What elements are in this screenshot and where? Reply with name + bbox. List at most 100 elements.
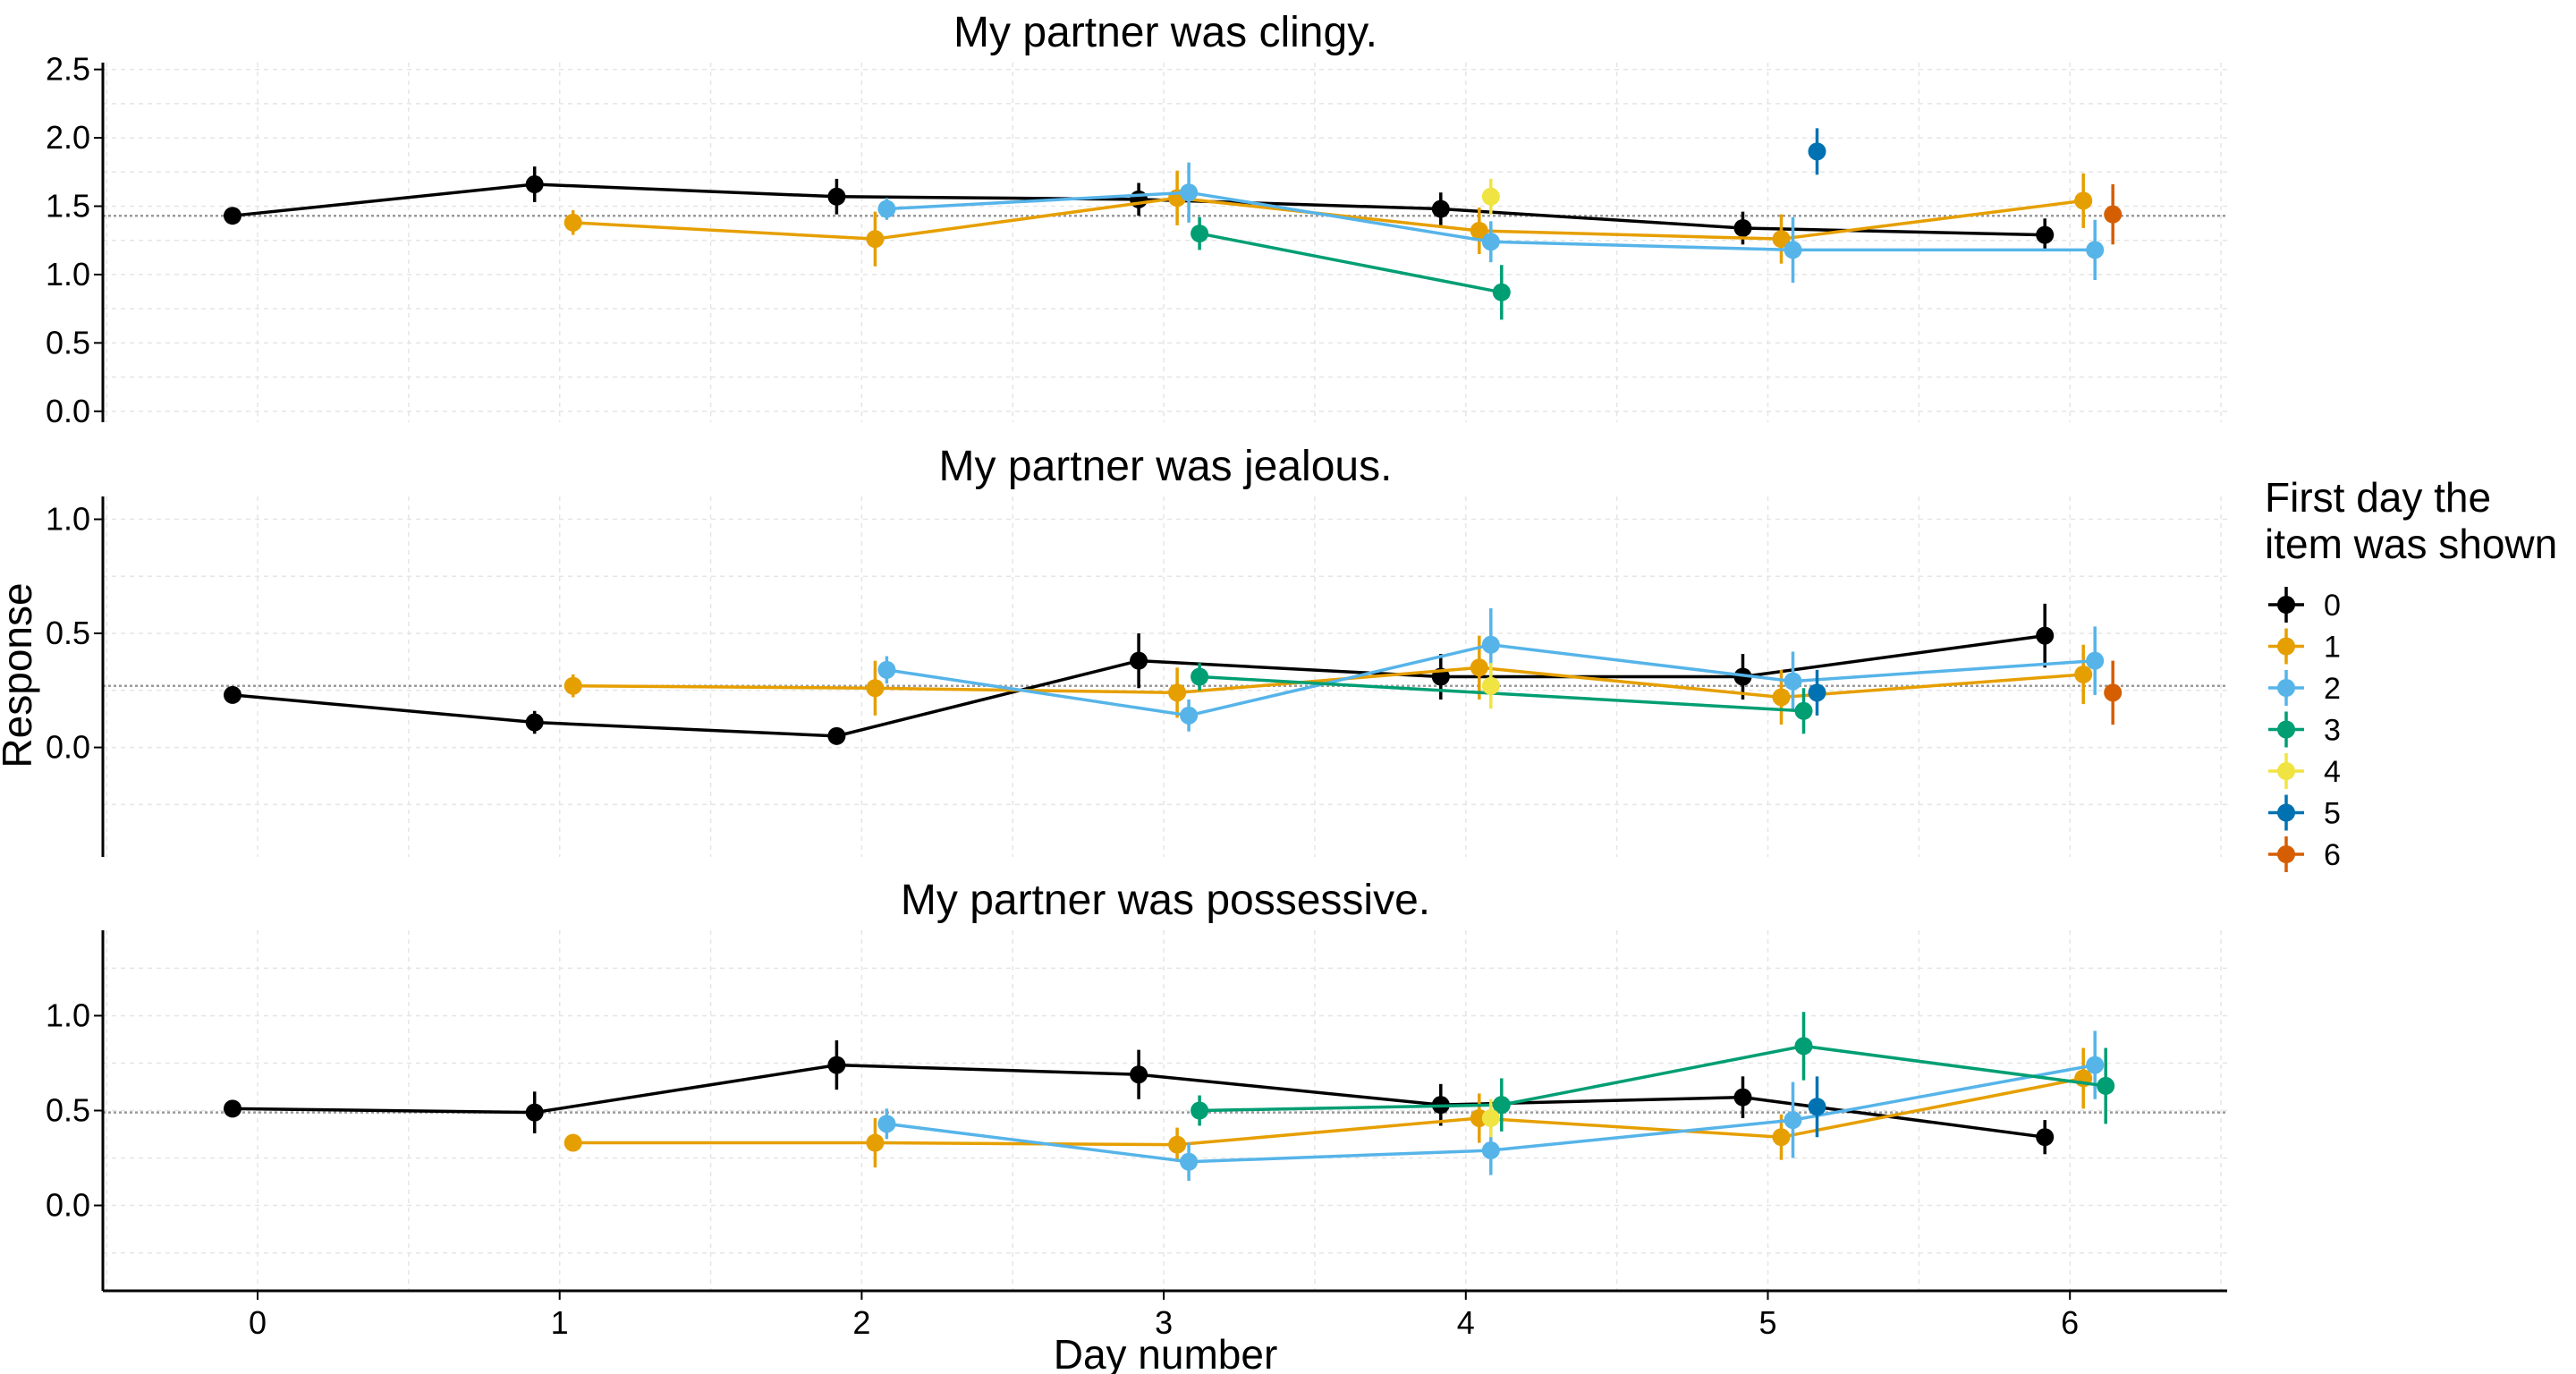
series-0 [224, 166, 2055, 251]
legend-label: 3 [2324, 714, 2341, 748]
series-0 [224, 1040, 2055, 1155]
data-point [224, 1099, 242, 1118]
data-point [2074, 665, 2093, 683]
panels: My partner was clingy. 0.0 0.5 1.0 1.5 2.0 2.5… [46, 9, 2227, 1341]
data-point [1808, 683, 1826, 702]
series-5 [1808, 128, 1826, 175]
legend-key-point [2277, 845, 2295, 863]
series-line [1199, 674, 1804, 713]
panel-3: My partner was possessive. 0.0 0.5 1.0 [46, 877, 2227, 1293]
y-tick-label: 0.5 [46, 615, 90, 651]
y-axis-title: Response [0, 582, 40, 768]
data-point [1180, 183, 1199, 202]
data-point [2104, 683, 2123, 702]
series-4 [1481, 1098, 1500, 1138]
data-point [1130, 651, 1148, 670]
data-point [2086, 241, 2105, 259]
y-tick-label: 2.5 [46, 51, 90, 88]
x-tick-label: 6 [2061, 1304, 2079, 1341]
series-2 [877, 607, 2105, 732]
y-tick-label: 0.5 [46, 324, 90, 360]
y-tick-label: 0.0 [46, 1187, 90, 1224]
data-point [1492, 1096, 1511, 1115]
data-point [1130, 1065, 1148, 1084]
series-6 [2104, 184, 2123, 245]
series-3 [1191, 663, 1813, 734]
data-point [1168, 683, 1187, 702]
data-point [525, 713, 544, 732]
data-point [525, 1103, 544, 1122]
legend-item-3: 3 [2268, 711, 2341, 748]
data-point [827, 726, 846, 745]
series-2 [877, 1030, 2105, 1181]
series-3 [1191, 216, 1511, 320]
x-axis-title: Day number [1054, 1331, 1278, 1374]
y-tick-label: 1.5 [46, 187, 90, 224]
data-point [1481, 676, 1500, 695]
data-point [224, 685, 242, 704]
data-point [2097, 1076, 2115, 1095]
data-point [1808, 1098, 1826, 1116]
x-tick-label: 0 [249, 1304, 267, 1341]
data-point [1772, 688, 1791, 707]
data-point [1191, 667, 1209, 686]
data-point [1784, 672, 1802, 691]
legend-key-point [2277, 637, 2295, 656]
grid [103, 496, 2227, 857]
legend-item-4: 4 [2268, 753, 2341, 789]
legend-key-point [2277, 596, 2295, 614]
data-point [1180, 706, 1199, 725]
data-point [1470, 222, 1488, 241]
legend-item-1: 1 [2268, 628, 2341, 665]
legend-label: 6 [2324, 838, 2341, 872]
data-point [1168, 1135, 1187, 1154]
legend-title-line2: item was shown [2265, 521, 2557, 567]
y-tick-label: 1.0 [46, 997, 90, 1033]
series-5 [1808, 669, 1826, 716]
data-point [1733, 1088, 1752, 1107]
legend-label: 5 [2324, 797, 2341, 831]
data-point [1784, 1111, 1802, 1130]
data-point [877, 660, 896, 679]
y-tick-label: 0.5 [46, 1092, 90, 1129]
data-point [2086, 651, 2105, 670]
legend-item-2: 2 [2268, 670, 2341, 706]
data-point [2036, 626, 2055, 645]
data-point [1191, 225, 1209, 243]
legend-key-point [2277, 720, 2295, 739]
data-point [1191, 1101, 1209, 1120]
legend-label: 4 [2324, 755, 2341, 789]
data-point [1481, 1141, 1500, 1160]
grid [103, 63, 2227, 422]
series-6 [2104, 660, 2123, 725]
series-3 [1191, 1012, 2115, 1132]
x-tick-label: 4 [1457, 1304, 1475, 1341]
data-point [1772, 1128, 1791, 1147]
data-point [827, 187, 846, 206]
series-2 [877, 162, 2105, 284]
x-tick-label: 2 [852, 1304, 870, 1341]
series-1 [564, 635, 2093, 725]
data-point [564, 676, 582, 695]
legend-key-point [2277, 762, 2295, 780]
data-point [1492, 283, 1511, 301]
y-tick-label: 0.0 [46, 393, 90, 429]
data-point [564, 213, 582, 232]
panel-title: My partner was clingy. [953, 9, 1377, 56]
series-line [1199, 232, 1503, 294]
series-5 [1808, 1076, 1826, 1138]
x-tick-label: 5 [1758, 1304, 1776, 1341]
data-point [1794, 1037, 1813, 1056]
series-4 [1481, 178, 1500, 215]
panel-title: My partner was jealous. [939, 443, 1393, 490]
panel-1: My partner was clingy. 0.0 0.5 1.0 1.5 2.0 2.5 [46, 9, 2227, 429]
series-line [572, 1076, 2084, 1147]
data-point [866, 679, 885, 698]
legend-label: 0 [2324, 589, 2341, 623]
data-point [1470, 658, 1488, 677]
data-point [2036, 225, 2055, 244]
y-tick-label: 1.0 [46, 501, 90, 538]
data-point [1784, 241, 1802, 259]
x-tick-label: 3 [1155, 1304, 1173, 1341]
data-point [877, 199, 896, 218]
